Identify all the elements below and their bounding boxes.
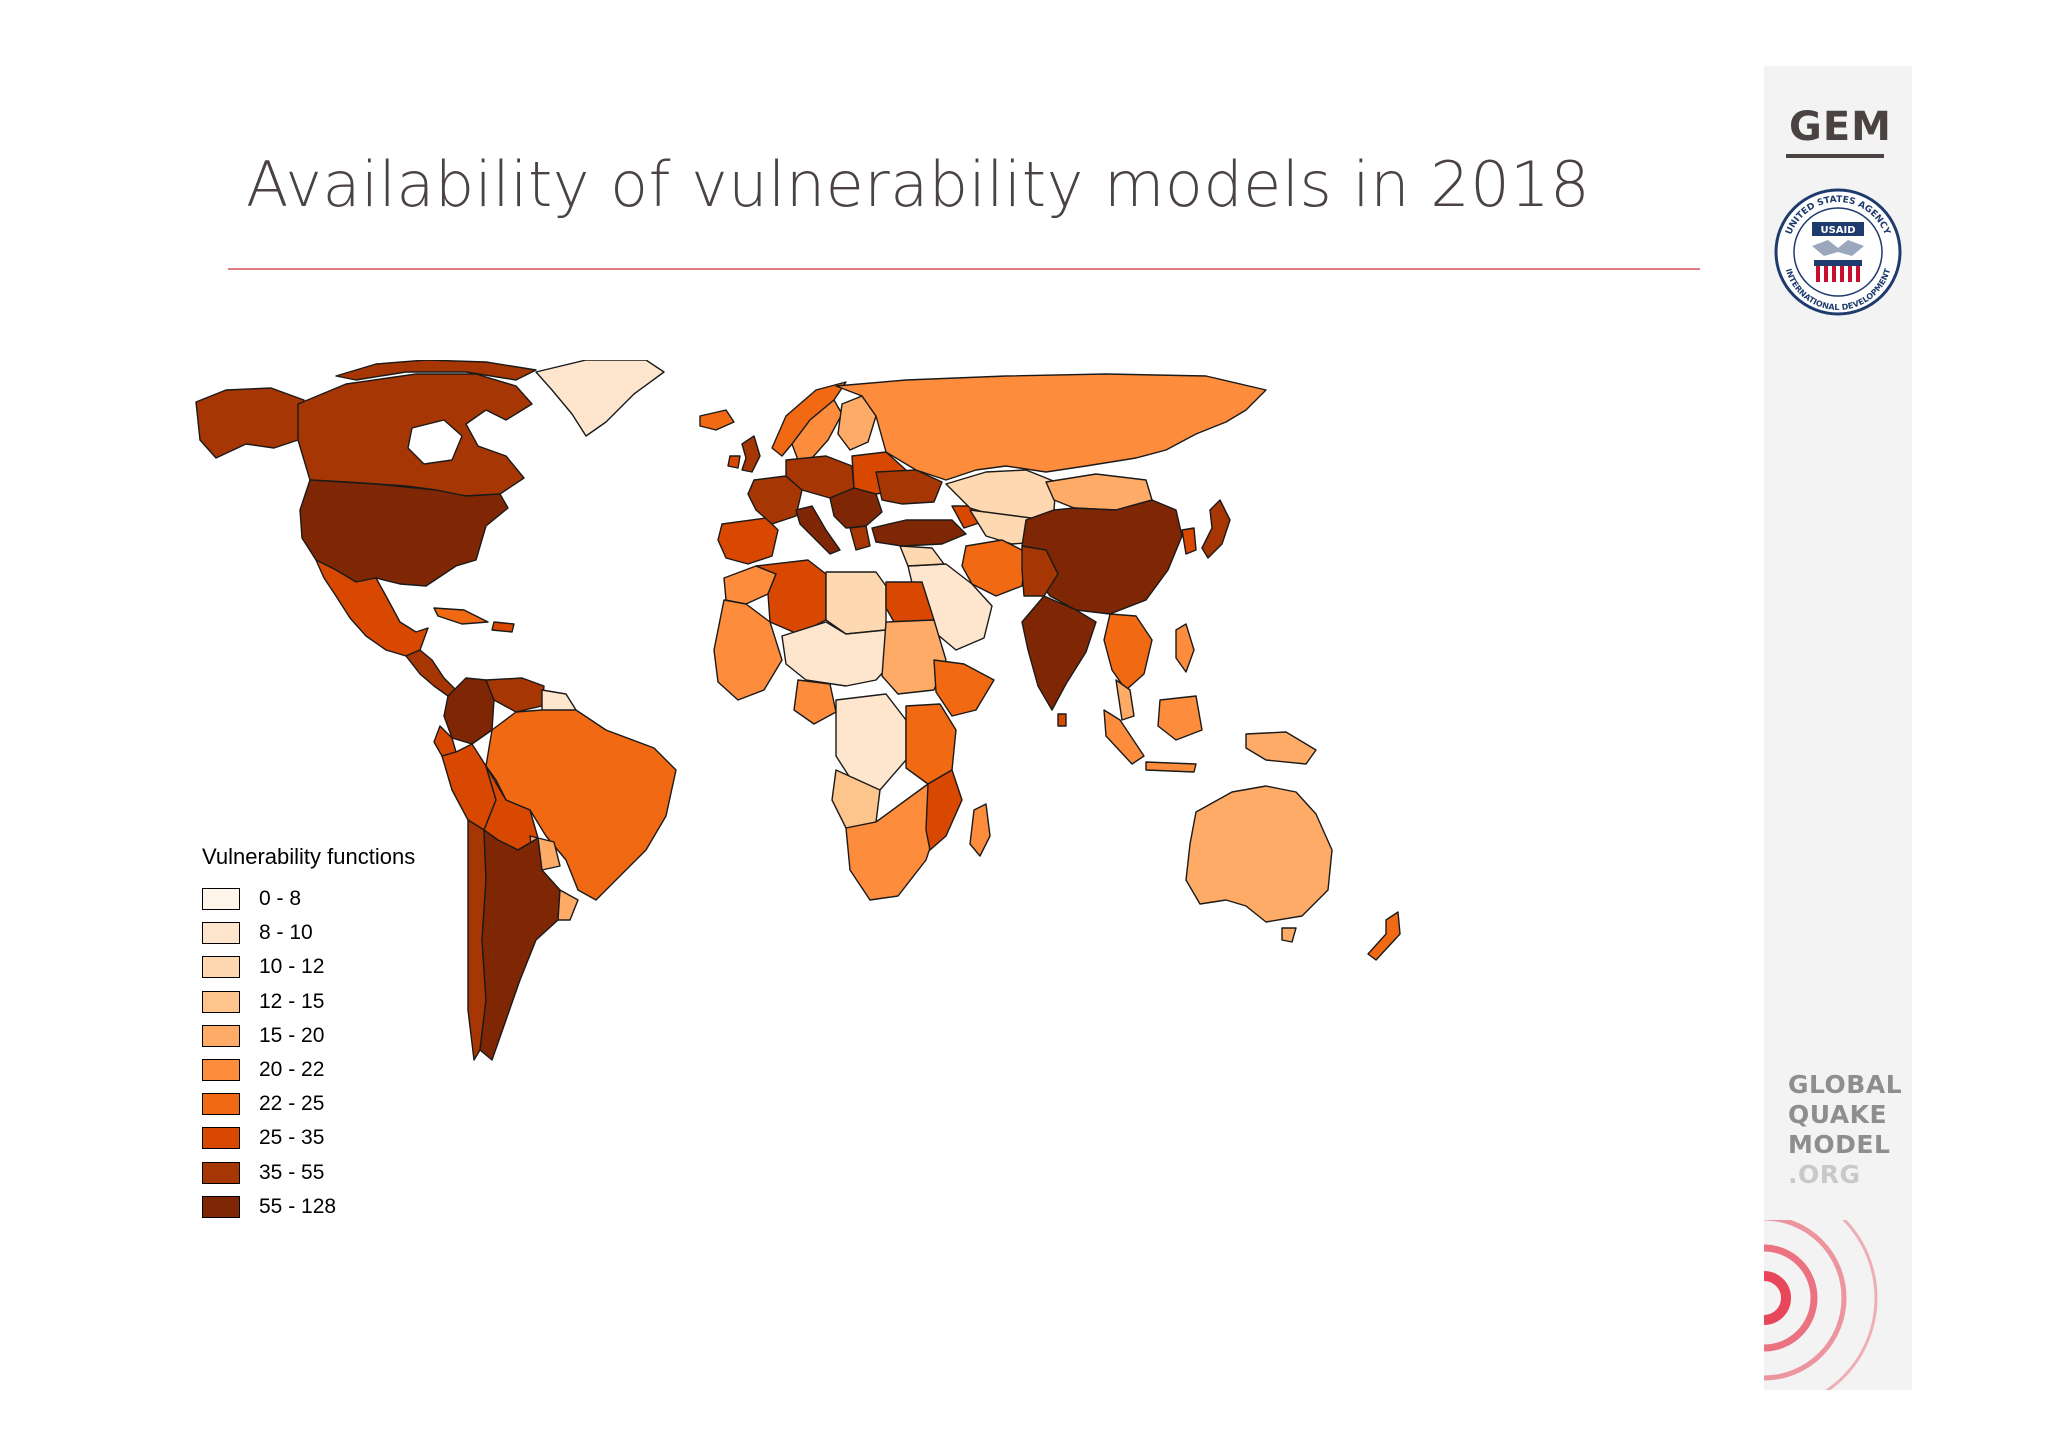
region-argentina bbox=[479, 829, 561, 1061]
legend-swatch bbox=[202, 1024, 240, 1047]
region-usa bbox=[299, 479, 509, 587]
region-new-guinea bbox=[1245, 731, 1317, 765]
region-levant bbox=[899, 545, 945, 567]
region-greenland bbox=[535, 360, 665, 437]
region-venezuela bbox=[485, 677, 545, 713]
region-italy bbox=[795, 505, 841, 555]
legend-swatch bbox=[202, 1127, 240, 1150]
legend-label: 0 - 8 bbox=[259, 887, 302, 911]
region-sahel bbox=[781, 621, 895, 687]
legend-swatch bbox=[202, 956, 240, 979]
legend-item: 25 - 35 bbox=[202, 1121, 415, 1155]
legend-swatch bbox=[202, 1059, 240, 1082]
region-iceland bbox=[699, 409, 735, 431]
legend-swatch bbox=[202, 990, 240, 1013]
legend-item: 8 - 10 bbox=[202, 916, 415, 950]
region-borneo bbox=[1157, 695, 1203, 741]
region-mexico bbox=[315, 559, 429, 657]
world-map bbox=[195, 360, 1401, 1061]
region-central-america bbox=[405, 649, 457, 697]
region-alaska bbox=[195, 387, 305, 459]
region-libya bbox=[825, 571, 887, 635]
region-iberia bbox=[717, 517, 779, 565]
legend-swatch bbox=[202, 1093, 240, 1116]
region-russia bbox=[835, 373, 1267, 481]
legend-item: 22 - 25 bbox=[202, 1087, 415, 1121]
legend-swatch bbox=[202, 888, 240, 911]
legend-item: 0 - 8 bbox=[202, 882, 415, 916]
legend-label: 35 - 55 bbox=[259, 1160, 325, 1184]
seal-badge-text: USAID bbox=[1820, 225, 1855, 236]
legend-item: 15 - 20 bbox=[202, 1019, 415, 1053]
legend-swatch bbox=[202, 1161, 240, 1184]
region-mozambique bbox=[925, 769, 963, 851]
region-indochina bbox=[1103, 613, 1153, 691]
legend-label: 25 - 35 bbox=[259, 1126, 325, 1150]
legend-swatch bbox=[202, 1195, 240, 1218]
map-legend: Vulnerability functions 0 - 8 8 - 10 10 - … bbox=[202, 844, 415, 1224]
region-madagascar bbox=[969, 803, 991, 857]
legend-label: 8 - 10 bbox=[259, 921, 313, 945]
usaid-seal-icon: UNITED STATES AGENCY INTERNATIONAL DEVEL… bbox=[1774, 188, 1902, 316]
region-horn bbox=[933, 659, 995, 717]
region-central-africa bbox=[835, 693, 907, 791]
region-malay bbox=[1115, 679, 1135, 721]
legend-label: 15 - 20 bbox=[259, 1023, 325, 1047]
region-nigeria bbox=[793, 679, 837, 725]
region-uruguay bbox=[557, 889, 579, 921]
region-australia bbox=[1185, 785, 1333, 923]
legend-swatch bbox=[202, 922, 240, 945]
legend-item: 20 - 22 bbox=[202, 1053, 415, 1087]
title-divider bbox=[228, 268, 1700, 270]
legend-title: Vulnerability functions bbox=[202, 844, 416, 869]
region-ireland bbox=[727, 455, 741, 469]
region-sumatra bbox=[1103, 709, 1145, 765]
region-cuba bbox=[433, 607, 489, 625]
region-philippines bbox=[1175, 623, 1195, 673]
region-turkey bbox=[871, 519, 967, 547]
brand-sidebar: GEM UNITED STATES AGENCY INTERNATIONAL D… bbox=[1764, 66, 1912, 1390]
region-india bbox=[1021, 595, 1097, 711]
region-sri-lanka bbox=[1057, 713, 1067, 727]
legend-label: 22 - 25 bbox=[259, 1092, 325, 1116]
brand-line-org: .ORG bbox=[1788, 1160, 1861, 1189]
brand-line-global: GLOBAL bbox=[1788, 1070, 1903, 1099]
legend-label: 10 - 12 bbox=[259, 955, 325, 979]
region-west-africa bbox=[713, 599, 783, 701]
region-new-zealand bbox=[1367, 911, 1401, 961]
legend-item: 10 - 12 bbox=[202, 950, 415, 984]
legend-item: 12 - 15 bbox=[202, 985, 415, 1019]
slide-title: Availability of vulnerability models in … bbox=[246, 148, 1591, 221]
legend-label: 12 - 15 bbox=[259, 989, 325, 1013]
region-tasmania bbox=[1281, 927, 1297, 943]
gem-logo: GEM bbox=[1789, 104, 1892, 150]
legend-item: 55 - 128 bbox=[202, 1190, 415, 1224]
brand-line-model: MODEL bbox=[1788, 1130, 1891, 1159]
gem-logo-underline bbox=[1786, 154, 1884, 158]
region-java bbox=[1145, 761, 1197, 773]
region-arctic-islands bbox=[335, 360, 537, 381]
region-uk bbox=[741, 435, 761, 473]
region-hispaniola bbox=[491, 621, 515, 633]
quake-waves-icon bbox=[1764, 1220, 1878, 1390]
region-greece bbox=[849, 525, 871, 551]
global-quake-model-logo: GLOBAL QUAKE MODEL .ORG bbox=[1788, 1070, 1902, 1190]
region-korea bbox=[1181, 527, 1197, 555]
region-japan bbox=[1201, 499, 1231, 559]
brand-line-quake: QUAKE bbox=[1788, 1100, 1888, 1129]
legend-label: 55 - 128 bbox=[259, 1194, 337, 1218]
region-sudan bbox=[881, 619, 947, 695]
region-balkans bbox=[829, 487, 883, 529]
legend-item: 35 - 55 bbox=[202, 1156, 415, 1190]
legend-label: 20 - 22 bbox=[259, 1058, 325, 1082]
region-iran bbox=[961, 539, 1027, 597]
